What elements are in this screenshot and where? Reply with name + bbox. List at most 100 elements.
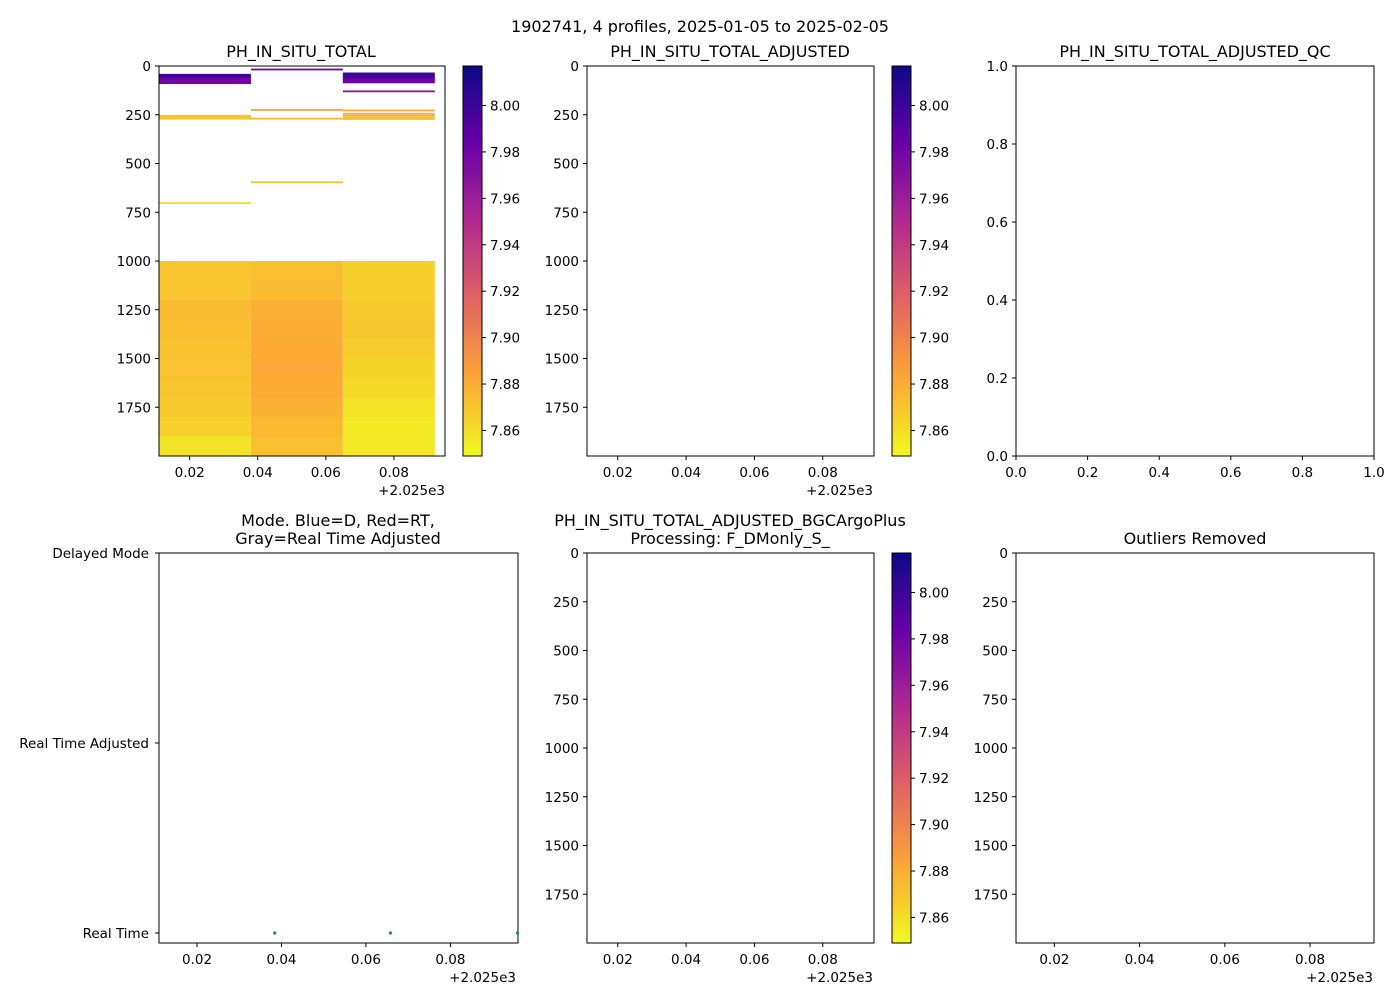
y-tick-label: 0.8 [987, 137, 1008, 153]
x-tick-label: 0.02 [603, 952, 633, 968]
thin-profile-line [159, 80, 251, 83]
panel-title: PH_IN_SITU_TOTAL [226, 42, 376, 62]
colorbar-tick-label: 7.98 [919, 145, 949, 161]
x-tick-label: 0.06 [1210, 952, 1240, 968]
heatmap-cell [250, 358, 343, 378]
colorbar-tick-label: 7.90 [919, 818, 949, 834]
panel-mode: Mode. Blue=D, Red=RT, Gray=Real Time Adj… [19, 511, 520, 986]
colorbar-tick-label: 7.92 [919, 771, 949, 787]
thin-profile-line [159, 116, 251, 118]
colorbar-tick-label: 7.92 [490, 284, 520, 300]
panel-bgcargoplus: PH_IN_SITU_TOTAL_ADJUSTED_BGCArgoPlus Pr… [545, 511, 906, 986]
thin-profile-line [342, 81, 435, 84]
heatmap-cell [342, 358, 435, 378]
colorbar-tick-label: 8.00 [490, 98, 520, 114]
x-tick-label: 0.02 [603, 465, 633, 481]
y-tick-label: Delayed Mode [52, 546, 149, 562]
thin-profile-line [159, 76, 251, 79]
heatmap-cell [159, 319, 251, 339]
heatmap-cell [250, 300, 343, 320]
y-tick-label: 1.0 [987, 59, 1008, 75]
y-tick-label: 750 [125, 205, 151, 221]
thin-profile-line [159, 77, 251, 80]
x-tick-label: 0.02 [1039, 952, 1069, 968]
panel-ph-in-situ-total: PH_IN_SITU_TOTAL 0 250 500 750 1000 1250 1500 1… [117, 42, 446, 499]
colorbar-tick-label: 7.90 [919, 331, 949, 347]
panel-ph-adjusted-qc: PH_IN_SITU_TOTAL_ADJUSTED_QC 0.00.20.40.… [987, 42, 1385, 481]
x-axis: 0.02 0.04 0.06 0.08 [175, 456, 409, 481]
x-tick-label: 0.08 [435, 952, 465, 968]
y-tick-label: 0 [570, 546, 579, 562]
thin-profile-line [159, 75, 251, 78]
y-tick-label: 1500 [545, 352, 579, 368]
x-tick-label: 0.08 [808, 952, 838, 968]
colorbar-ticks: 7.86 7.88 7.90 7.92 7.94 7.96 7.98 8.00 [911, 585, 949, 926]
y-axis: Delayed Mode Real Time Adjusted Real Time [19, 546, 159, 942]
thin-profile-line [250, 181, 343, 184]
y-tick-label: 1500 [545, 839, 579, 855]
x-tick-label: 0.06 [311, 465, 341, 481]
y-tick-label: 0 [999, 546, 1008, 562]
y-tick-label: 500 [982, 644, 1008, 660]
heatmap-cell [342, 378, 435, 398]
mode-point [273, 931, 277, 935]
x-tick-label: 0.6 [1220, 465, 1241, 481]
x-tick-label: 0.08 [1295, 952, 1325, 968]
x-tick-label: 0.02 [175, 465, 205, 481]
colorbar-gradient [891, 65, 912, 457]
heatmap-cell [342, 436, 435, 456]
heatmap-cell [250, 261, 343, 281]
colorbar-tick-label: 7.88 [919, 377, 949, 393]
y-axis: 0 250 500 750 1000 1250 1500 1750 [545, 59, 587, 416]
panel-title: PH_IN_SITU_TOTAL_ADJUSTED [610, 42, 850, 62]
thin-profile-line [159, 114, 251, 117]
colorbar-bgc: 7.86 7.88 7.90 7.92 7.94 7.96 7.98 8.00 [891, 552, 949, 944]
thin-profile-line [159, 82, 251, 85]
panel-title: Outliers Removed [1124, 529, 1267, 548]
colorbar-tick-label: 7.96 [919, 678, 949, 694]
x-offset-label: +2.025e3 [806, 483, 873, 499]
thin-profile-line [342, 78, 435, 81]
heatmap-cell [159, 378, 251, 398]
heatmap-cell [342, 300, 435, 320]
heatmap-cell [342, 319, 435, 339]
thin-profile-line [159, 73, 251, 76]
heatmap-cell [342, 339, 435, 359]
y-tick-label: 250 [553, 595, 579, 611]
x-axis: 0.02 0.04 0.06 0.08 [1039, 943, 1325, 968]
colorbar-tick-label: 7.88 [490, 377, 520, 393]
y-axis: 0 250 500 750 1000 1250 1500 1750 [117, 59, 159, 416]
x-axis: 0.02 0.04 0.06 0.08 [182, 943, 465, 968]
colorbar-tick-label: 8.00 [919, 98, 949, 114]
colorbar-tick-label: 7.94 [919, 238, 949, 254]
x-tick-label: 0.06 [739, 952, 769, 968]
thin-profile-line [342, 76, 435, 79]
thin-profile-line [342, 72, 435, 75]
y-tick-label: 0.4 [987, 293, 1008, 309]
mode-point [388, 931, 393, 935]
y-axis: 0 250 500 750 1000 1250 1500 1750 [545, 546, 587, 903]
heatmap-cell [342, 261, 435, 281]
thin-profile-line [342, 75, 435, 78]
y-tick-label: 1250 [117, 303, 151, 319]
thin-profile-line [342, 80, 435, 83]
thin-profile-line [250, 68, 343, 71]
mode-points [273, 931, 520, 935]
thin-profile-line [342, 90, 435, 93]
heatmap-cell [159, 300, 251, 320]
colorbar-gradient [891, 552, 912, 944]
y-tick-label: 250 [125, 108, 151, 124]
y-tick-label: 750 [553, 205, 579, 221]
x-tick-label: 0.04 [266, 952, 296, 968]
panel-title-line2: Processing: F_DMonly_S_ [630, 529, 830, 549]
heatmap-cell [250, 436, 343, 456]
x-offset-label: +2.025e3 [449, 970, 516, 986]
y-tick-label: 1750 [117, 400, 151, 416]
y-tick-label: 750 [553, 692, 579, 708]
x-tick-label: 0.08 [379, 465, 409, 481]
x-tick-label: 0.4 [1148, 465, 1169, 481]
thin-profile-line [250, 117, 343, 120]
x-tick-label: 0.02 [182, 952, 212, 968]
y-tick-label: 500 [553, 157, 579, 173]
